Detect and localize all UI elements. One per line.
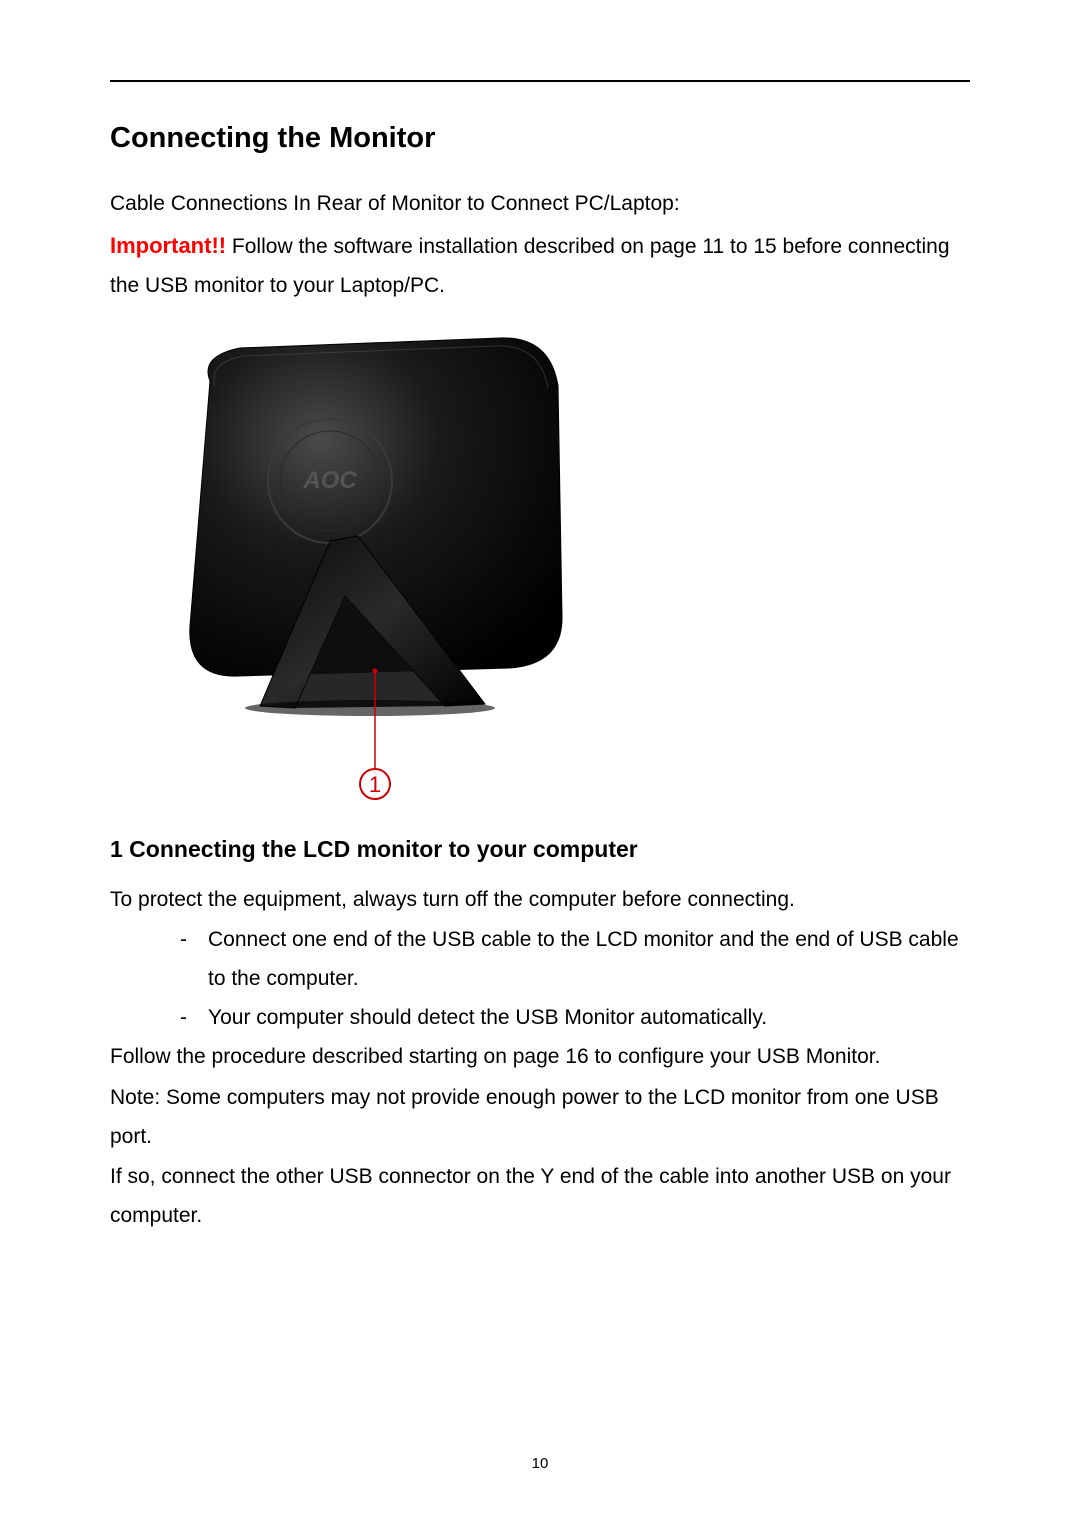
note-text: Note: Some computers may not provide eno… [110, 1079, 970, 1157]
monitor-rear-figure: AOC 1 [140, 336, 570, 806]
callout-number: 1 [369, 772, 381, 797]
list-item: - Your computer should detect the USB Mo… [180, 999, 970, 1038]
step-intro: To protect the equipment, always turn of… [110, 881, 970, 920]
important-label: Important!! [110, 233, 226, 258]
monitor-illustration-svg: AOC 1 [140, 336, 570, 806]
section-heading: Connecting the Monitor [110, 122, 970, 155]
followup-text-2: If so, connect the other USB connector o… [110, 1158, 970, 1236]
callout-dot [373, 668, 378, 673]
important-text: Follow the software installation describ… [110, 235, 950, 297]
bullet-text: Your computer should detect the USB Moni… [208, 999, 767, 1038]
followup-text: Follow the procedure described starting … [110, 1038, 970, 1077]
list-item: - Connect one end of the USB cable to th… [180, 921, 970, 999]
page-top-rule [110, 80, 970, 82]
subsection-heading: 1 Connecting the LCD monitor to your com… [110, 836, 970, 863]
bullet-list: - Connect one end of the USB cable to th… [110, 921, 970, 1038]
brand-logo: AOC [302, 467, 357, 494]
intro-text: Cable Connections In Rear of Monitor to … [110, 185, 970, 224]
bullet-dash-icon: - [180, 999, 208, 1038]
bullet-dash-icon: - [180, 921, 208, 999]
document-page: Connecting the Monitor Cable Connections… [0, 0, 1080, 1236]
bullet-text: Connect one end of the USB cable to the … [208, 921, 970, 999]
important-paragraph: Important!! Follow the software installa… [110, 226, 970, 306]
page-number: 10 [0, 1455, 1080, 1472]
